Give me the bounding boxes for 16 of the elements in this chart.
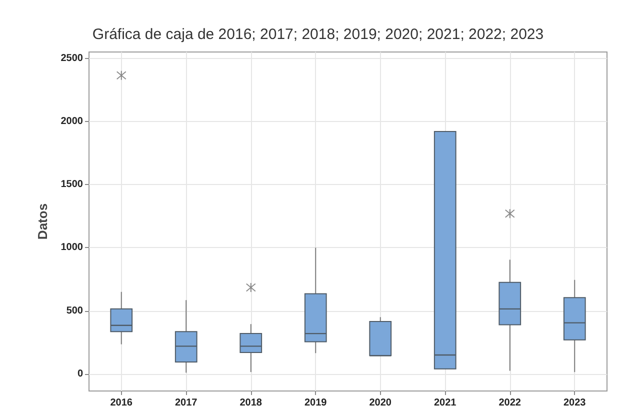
x-tick-label: 2020 <box>369 398 392 408</box>
chart-title: Gráfica de caja de 2016; 2017; 2018; 2019; 2020; 2021; 2022; 2023 <box>92 26 544 43</box>
y-tick-label: 500 <box>66 305 84 316</box>
x-tick-label: 2019 <box>304 398 328 408</box>
x-tick-label: 2021 <box>434 398 457 408</box>
y-tick-label: 0 <box>77 368 84 380</box>
x-tick-label: 2016 <box>110 398 133 408</box>
y-tick-label: 1000 <box>60 242 84 254</box>
y-tick-label: 2000 <box>60 116 84 127</box>
x-tick-label: 2017 <box>175 398 198 408</box>
x-tick-label: 2018 <box>240 398 262 408</box>
x-tick-label: 2022 <box>498 398 522 408</box>
y-tick-label: 2500 <box>60 52 84 64</box>
y-tick-label: 1500 <box>60 179 84 190</box>
y-axis-title: Datos <box>35 203 50 240</box>
x-tick-label: 2023 <box>564 398 586 408</box>
